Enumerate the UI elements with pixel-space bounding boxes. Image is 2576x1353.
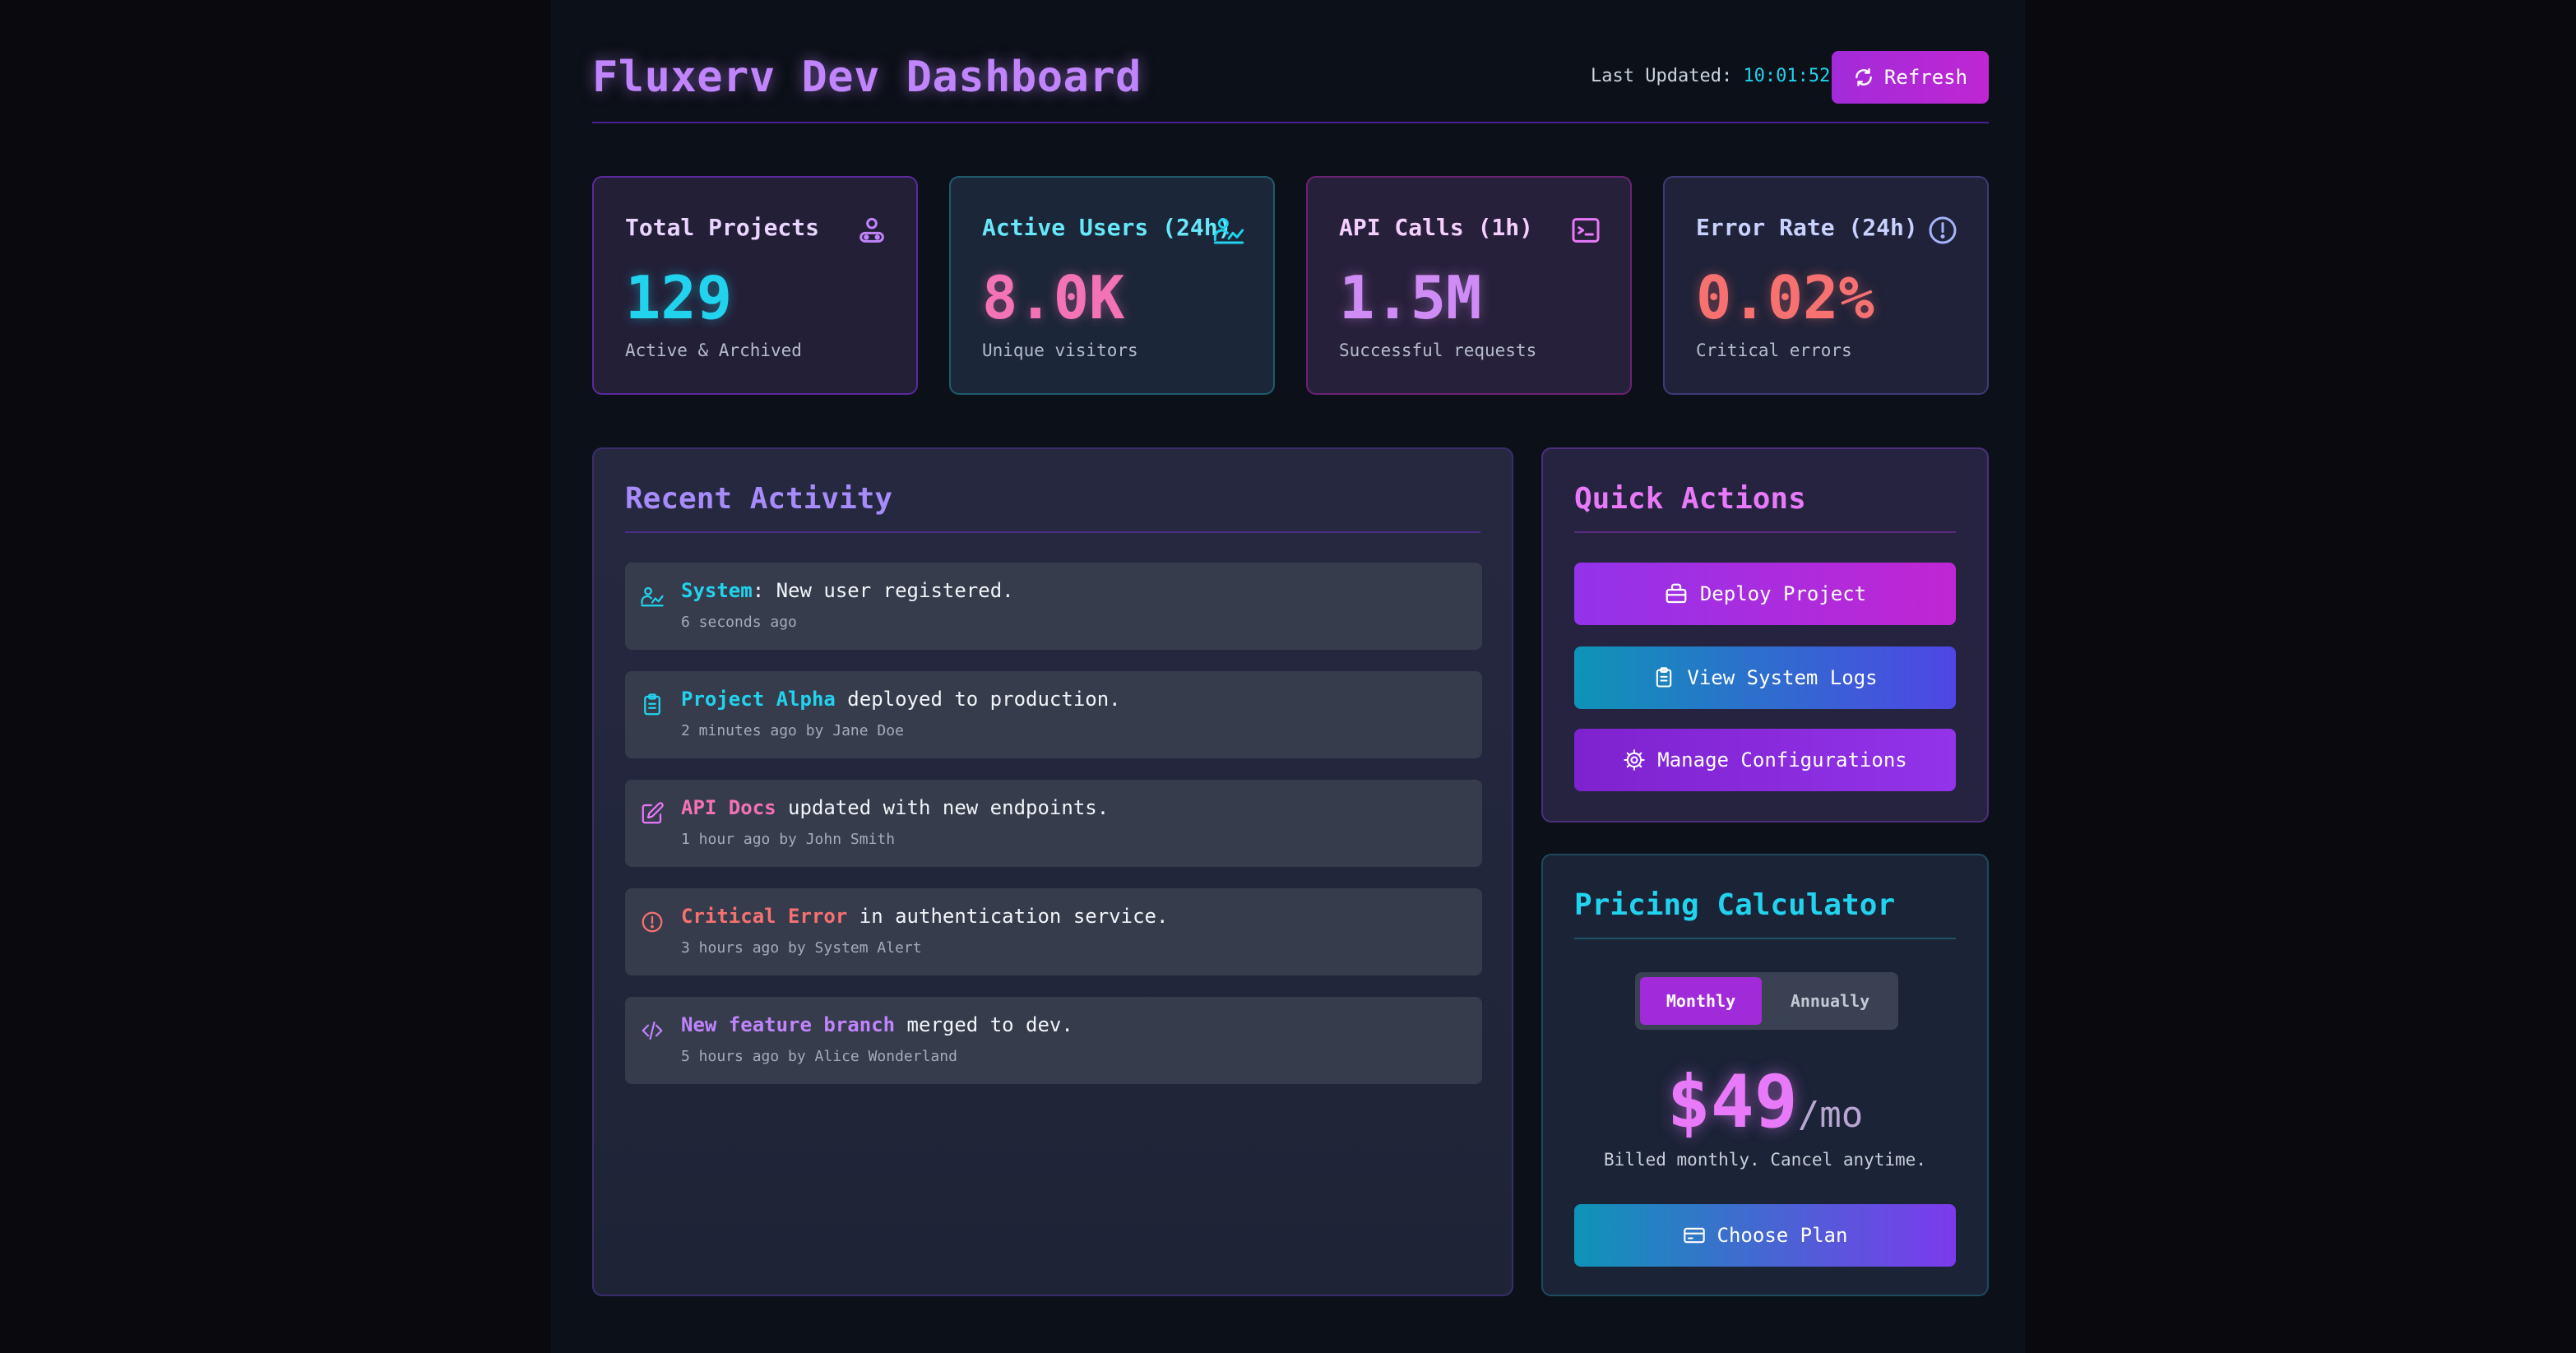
button-label: Deploy Project [1699, 582, 1867, 605]
user-activity-icon [1213, 218, 1244, 244]
stat-label: Error Rate (24h) [1696, 214, 1918, 241]
stat-value: 1.5M [1339, 263, 1482, 332]
refresh-label: Refresh [1883, 66, 1968, 89]
activity-item[interactable]: Critical Error in authentication service… [625, 888, 1482, 975]
gear-icon [1624, 749, 1645, 771]
activity-message: : New user registered. [752, 579, 1014, 602]
choose-plan-button[interactable]: Choose Plan [1574, 1204, 1956, 1267]
clipboard-icon [1656, 667, 1672, 688]
button-label: View System Logs [1687, 666, 1878, 689]
annually-toggle-button[interactable]: Annually [1767, 977, 1893, 1025]
stat-card-active-users: Active Users (24h) 8.0K Unique visitors [949, 176, 1275, 395]
panel-title: Quick Actions [1574, 482, 1806, 516]
stat-value: 8.0K [982, 263, 1125, 332]
activity-text: API Docs updated with new endpoints. [681, 796, 1109, 819]
stat-subtitle: Active & Archived [625, 341, 802, 360]
divider [1574, 938, 1956, 939]
alert-circle-icon [1929, 216, 1957, 244]
button-label: Choose Plan [1717, 1224, 1848, 1247]
activity-meta: 1 hour ago by John Smith [681, 831, 896, 848]
activity-meta: 3 hours ago by System Alert [681, 939, 922, 957]
panel-title: Recent Activity [625, 482, 893, 516]
stat-card-error-rate: Error Rate (24h) 0.02% Critical errors [1663, 176, 1989, 395]
activity-text: Project Alpha deployed to production. [681, 688, 1121, 711]
divider [625, 531, 1480, 533]
activity-item[interactable]: New feature branch merged to dev. 5 hour… [625, 997, 1482, 1084]
activity-text: System: New user registered. [681, 579, 1014, 602]
stat-label: Total Projects [625, 214, 820, 241]
activity-item[interactable]: API Docs updated with new endpoints. 1 h… [625, 780, 1482, 867]
credit-card-icon [1683, 1227, 1705, 1244]
billing-note: Billed monthly. Cancel anytime. [1604, 1150, 1926, 1170]
activity-text: New feature branch merged to dev. [681, 1013, 1073, 1036]
price-amount: $49 [1666, 1059, 1798, 1144]
page-title: Fluxerv Dev Dashboard [592, 53, 1142, 102]
clipboard-icon [644, 693, 660, 716]
stat-subtitle: Successful requests [1339, 341, 1537, 360]
recent-activity-panel: Recent Activity System: New user registe… [592, 447, 1513, 1296]
billing-period-toggle: Monthly Annually [1635, 972, 1898, 1030]
activity-message: in authentication service. [847, 905, 1169, 928]
refresh-button[interactable]: Refresh [1832, 51, 1989, 104]
activity-item[interactable]: Project Alpha deployed to production. 2 … [625, 671, 1482, 758]
activity-message: updated with new endpoints. [776, 796, 1110, 819]
edit-icon [642, 802, 664, 824]
activity-highlight: API Docs [681, 796, 776, 819]
activity-highlight: Critical Error [681, 905, 848, 928]
stat-label: Active Users (24h) [982, 214, 1232, 241]
stat-value: 0.02% [1696, 263, 1874, 332]
activity-meta: 2 minutes ago by Jane Doe [681, 722, 904, 739]
header: Fluxerv Dev Dashboard Last Updated: 10:0… [592, 41, 1989, 123]
price-period: /mo [1797, 1094, 1864, 1136]
divider [1574, 531, 1956, 533]
alert-circle-icon [642, 911, 663, 933]
monthly-toggle-button[interactable]: Monthly [1640, 977, 1762, 1025]
last-updated: Last Updated: 10:01:52 [1591, 66, 1830, 86]
pricing-calculator-panel: Pricing Calculator Monthly Annually $49/… [1541, 854, 1989, 1296]
refresh-icon [1856, 68, 1872, 86]
terminal-icon [1572, 218, 1600, 243]
activity-meta: 6 seconds ago [681, 614, 797, 631]
last-updated-time: 10:01:52 [1743, 66, 1831, 86]
user-activity-icon [641, 586, 664, 607]
stat-value: 129 [625, 263, 733, 332]
stat-card-total-projects: Total Projects 129 Active & Archived [592, 176, 918, 395]
stat-subtitle: Unique visitors [982, 341, 1138, 360]
users-icon [859, 217, 884, 243]
activity-message: deployed to production. [835, 688, 1121, 711]
panel-title: Pricing Calculator [1574, 888, 1896, 922]
deploy-project-button[interactable]: Deploy Project [1574, 563, 1956, 625]
activity-message: merged to dev. [895, 1013, 1073, 1036]
activity-highlight: System [681, 579, 753, 602]
manage-configurations-button[interactable]: Manage Configurations [1574, 729, 1956, 791]
activity-text: Critical Error in authentication service… [681, 905, 1168, 928]
price-display: $49/mo [1543, 1059, 1987, 1144]
stat-label: API Calls (1h) [1339, 214, 1534, 241]
activity-item[interactable]: System: New user registered. 6 seconds a… [625, 563, 1482, 650]
code-icon [642, 1021, 663, 1040]
stat-subtitle: Critical errors [1696, 341, 1852, 360]
activity-highlight: New feature branch [681, 1013, 896, 1036]
activity-highlight: Project Alpha [681, 688, 836, 711]
last-updated-label: Last Updated: [1591, 66, 1733, 86]
stat-card-api-calls: API Calls (1h) 1.5M Successful requests [1306, 176, 1632, 395]
view-system-logs-button[interactable]: View System Logs [1574, 646, 1956, 709]
quick-actions-panel: Quick Actions Deploy Project View System… [1541, 447, 1989, 822]
button-label: Manage Configurations [1657, 748, 1907, 771]
package-icon [1666, 583, 1687, 604]
activity-meta: 5 hours ago by Alice Wonderland [681, 1048, 957, 1065]
